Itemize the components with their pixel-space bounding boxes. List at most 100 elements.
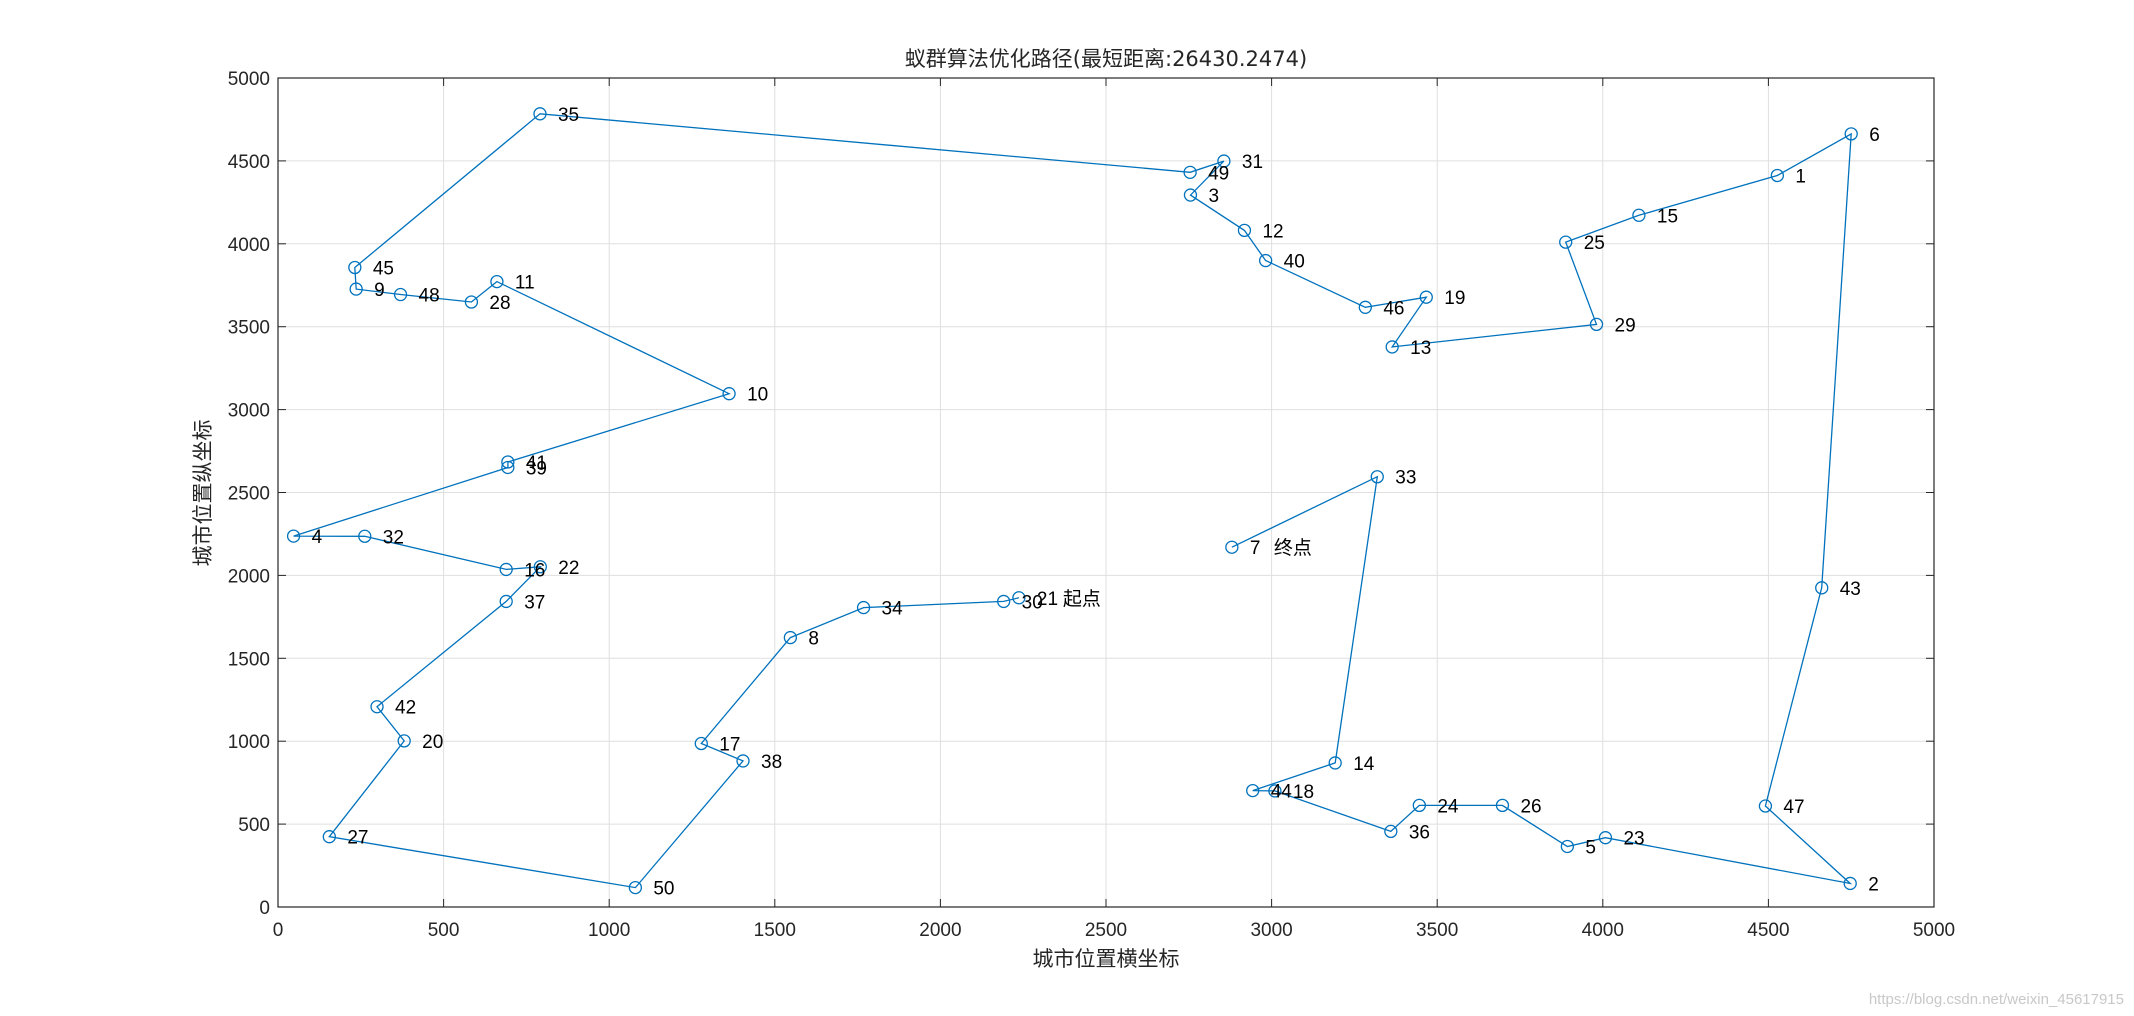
city-label-48: 48 <box>419 286 440 307</box>
end-label: 终点 <box>1274 537 1312 559</box>
city-label-7: 7 <box>1250 538 1261 559</box>
y-tick-label: 2500 <box>228 484 270 505</box>
city-marker-16 <box>499 562 513 577</box>
city-label-49: 49 <box>1208 163 1229 184</box>
x-tick-label: 0 <box>273 920 284 941</box>
y-tick-label: 2000 <box>228 566 270 587</box>
city-marker-29 <box>1589 317 1604 332</box>
city-label-37: 37 <box>524 592 545 613</box>
x-tick-label: 4500 <box>1747 920 1789 941</box>
city-label-32: 32 <box>383 527 404 548</box>
city-marker-25 <box>1559 235 1573 249</box>
city-marker-21 <box>1012 591 1026 605</box>
city-label-8: 8 <box>808 629 819 650</box>
city-marker-7 <box>1225 540 1239 554</box>
city-label-25: 25 <box>1584 233 1605 254</box>
city-label-31: 31 <box>1242 152 1263 173</box>
city-marker-33 <box>1370 470 1384 484</box>
city-marker-36 <box>1384 824 1398 839</box>
city-marker-17 <box>694 736 708 751</box>
city-marker-40 <box>1258 253 1273 268</box>
city-marker-6 <box>1844 127 1858 141</box>
city-label-15: 15 <box>1657 206 1678 227</box>
city-marker-13 <box>1385 340 1399 354</box>
city-marker-49 <box>1183 165 1197 179</box>
y-tick-label: 500 <box>238 815 270 836</box>
x-tick-label: 2500 <box>1085 920 1127 941</box>
city-marker-14 <box>1328 756 1342 770</box>
city-label-34: 34 <box>882 599 904 620</box>
city-label-46: 46 <box>1383 298 1404 319</box>
y-axis-ticks: 0 500 1000 1500 2000 2500 3000 3500 4000 4500 5000 <box>228 69 1934 919</box>
city-label-35: 35 <box>558 105 579 126</box>
city-marker-9 <box>349 282 363 296</box>
city-label-24: 24 <box>1437 796 1459 817</box>
city-marker-44 <box>1246 783 1260 798</box>
city-label-3: 3 <box>1208 186 1219 207</box>
city-marker-37 <box>499 594 513 609</box>
x-tick-label: 1000 <box>588 920 630 941</box>
x-tick-label: 3500 <box>1416 920 1458 941</box>
city-label-38: 38 <box>761 752 782 773</box>
city-label-30: 30 <box>1022 592 1043 613</box>
city-marker-38 <box>736 754 750 768</box>
city-marker-18 <box>1268 784 1282 798</box>
x-tick-label: 500 <box>428 920 460 941</box>
city-marker-8 <box>783 630 798 645</box>
x-axis-label: 城市位置横坐标 <box>1033 947 1180 971</box>
city-marker-26 <box>1495 798 1510 813</box>
y-tick-label: 0 <box>259 898 270 919</box>
chart-title: 蚁群算法优化路径(最短距离:26430.2474) <box>905 47 1307 71</box>
city-marker-45 <box>348 260 362 275</box>
city-label-20: 20 <box>422 732 443 753</box>
city-marker-27 <box>322 830 336 844</box>
city-label-44: 44 <box>1271 782 1293 803</box>
city-label-11: 11 <box>515 273 535 294</box>
city-label-28: 28 <box>489 293 510 314</box>
city-label-42: 42 <box>395 698 416 719</box>
city-label-39: 39 <box>526 458 547 479</box>
city-label-43: 43 <box>1840 579 1861 600</box>
city-marker-48 <box>393 287 408 302</box>
city-marker-42 <box>370 700 384 714</box>
city-label-41: 41 <box>526 453 547 474</box>
city-marker-31 <box>1217 154 1231 168</box>
city-label-14: 14 <box>1353 754 1375 775</box>
city-marker-3 <box>1183 188 1198 202</box>
x-tick-label: 2000 <box>919 920 961 941</box>
y-tick-label: 3000 <box>228 401 270 422</box>
city-marker-24 <box>1412 798 1426 813</box>
city-label-12: 12 <box>1262 221 1283 242</box>
city-label-29: 29 <box>1615 315 1636 336</box>
city-marker-46 <box>1358 300 1372 314</box>
city-label-36: 36 <box>1409 822 1430 843</box>
start-label: 起点 <box>1063 588 1101 610</box>
city-marker-5 <box>1560 839 1575 854</box>
city-markers <box>286 107 1858 895</box>
city-marker-39 <box>501 460 515 475</box>
city-label-6: 6 <box>1869 125 1880 146</box>
city-label-16: 16 <box>524 560 545 581</box>
city-marker-11 <box>490 274 504 289</box>
city-label-2: 2 <box>1868 874 1879 895</box>
city-marker-35 <box>533 107 547 121</box>
city-label-22: 22 <box>558 558 579 579</box>
city-label-18: 18 <box>1293 782 1314 803</box>
city-marker-41 <box>501 455 515 469</box>
city-marker-22 <box>533 560 547 574</box>
x-tick-label: 3000 <box>1250 920 1292 941</box>
city-label-27: 27 <box>347 828 368 849</box>
city-marker-4 <box>286 529 301 543</box>
city-marker-1 <box>1770 168 1784 183</box>
city-label-21: 21 <box>1037 589 1058 610</box>
city-labels: 1234567891011121314151617181920212223242… <box>312 105 1880 900</box>
city-marker-12 <box>1237 223 1252 238</box>
city-marker-10 <box>722 387 736 401</box>
city-label-33: 33 <box>1395 468 1416 489</box>
city-marker-19 <box>1419 290 1433 304</box>
y-tick-label: 1000 <box>228 732 270 753</box>
city-label-17: 17 <box>719 735 740 756</box>
city-label-45: 45 <box>373 259 394 280</box>
city-marker-47 <box>1758 799 1773 813</box>
city-label-4: 4 <box>312 527 323 548</box>
